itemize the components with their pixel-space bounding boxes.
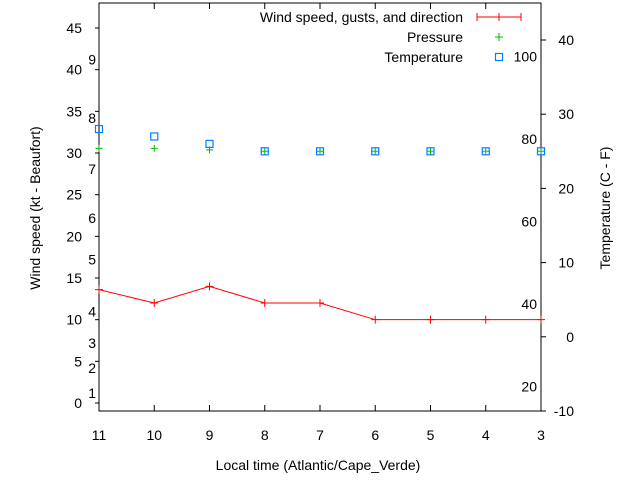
- beaufort-label: 8: [88, 110, 96, 126]
- wind-point: [260, 299, 269, 308]
- wind-point: [481, 315, 490, 324]
- y-tick-label: 15: [66, 270, 82, 286]
- legend-wind-symbol: [476, 13, 522, 21]
- y2-tick-label: -10: [554, 403, 574, 419]
- y-tick-label: 35: [66, 103, 82, 119]
- temperature-point: [426, 147, 435, 156]
- wind-point: [205, 282, 214, 291]
- beaufort-label: 5: [88, 252, 96, 268]
- wind-point: [95, 285, 103, 294]
- y-tick-label: 40: [66, 62, 82, 78]
- wind-point: [537, 315, 545, 324]
- fahrenheit-label: 20: [521, 378, 537, 394]
- x-tick-label: 6: [371, 427, 379, 443]
- fahrenheit-label: 40: [521, 296, 537, 312]
- x-tick-label: 8: [261, 427, 269, 443]
- y2-tick-label: 10: [558, 255, 574, 271]
- y-tick-label: 45: [66, 20, 82, 36]
- beaufort-label: 2: [88, 360, 96, 376]
- x-tick-label: 5: [427, 427, 435, 443]
- y2-tick-label: 40: [558, 32, 574, 48]
- pressure-point: [95, 144, 103, 152]
- beaufort-label: 3: [88, 335, 96, 351]
- pressure-point: [150, 144, 158, 152]
- y2-tick-label: 0: [566, 329, 574, 345]
- y-tick-label: 5: [74, 353, 82, 369]
- plot-frame: [98, 2, 542, 412]
- beaufort-label: 6: [88, 210, 96, 226]
- x-axis-label: Local time (Atlantic/Cape_Verde): [216, 457, 421, 473]
- pressure-point: [482, 147, 490, 155]
- x-tick-label: 11: [92, 427, 107, 443]
- y-tick-label: 25: [66, 187, 82, 203]
- pressure-point: [427, 147, 434, 155]
- temperature-point: [94, 124, 104, 134]
- y-tick-label: 30: [66, 145, 82, 161]
- legend-label: Wind speed, gusts, and direction: [260, 9, 463, 25]
- temperature-point: [205, 139, 214, 148]
- y-tick-label: 0: [74, 395, 82, 411]
- pressure-point: [316, 147, 324, 155]
- x-tick-label: 7: [316, 427, 324, 443]
- temperature-point: [315, 147, 325, 156]
- y-tick-label: 20: [66, 228, 82, 244]
- fahrenheit-label: 80: [521, 131, 537, 147]
- wind-point: [426, 315, 435, 324]
- pressure-point: [537, 147, 545, 155]
- legend: Wind speed, gusts, and direction Pressure…: [260, 9, 522, 65]
- temperature-point: [371, 147, 380, 156]
- beaufort-label: 7: [88, 161, 96, 177]
- y2-tick-label: 30: [558, 106, 574, 122]
- legend-label: Pressure: [407, 29, 463, 45]
- beaufort-label: 1: [88, 385, 96, 401]
- temperature-point: [260, 147, 269, 156]
- pressure-point: [371, 147, 379, 155]
- beaufort-label: 9: [88, 52, 96, 68]
- temperature-point: [150, 132, 159, 141]
- legend-temperature-symbol: [494, 52, 504, 62]
- x-tick-label: 4: [482, 427, 490, 443]
- y-axis-label: Wind speed (kt - Beaufort): [27, 126, 43, 289]
- temperature-point: [481, 147, 490, 156]
- fahrenheit-label: 100: [514, 48, 538, 64]
- x-tick-label: 9: [206, 427, 214, 443]
- wind-point: [371, 315, 380, 324]
- fahrenheit-label: 60: [521, 213, 537, 229]
- y-tick-label: 10: [66, 312, 82, 328]
- wind-point: [316, 299, 324, 308]
- wind-point: [150, 299, 159, 308]
- y2-axis-label: Temperature (C - F): [597, 147, 613, 270]
- y2-tick-label: 20: [558, 180, 574, 196]
- legend-label: Temperature: [384, 49, 463, 65]
- beaufort-label: 4: [88, 303, 96, 319]
- x-tick-label: 10: [146, 427, 162, 443]
- pressure-point: [261, 147, 269, 155]
- temperature-point: [536, 147, 546, 156]
- legend-pressure-symbol: [495, 33, 503, 41]
- x-tick-label: 3: [537, 427, 545, 443]
